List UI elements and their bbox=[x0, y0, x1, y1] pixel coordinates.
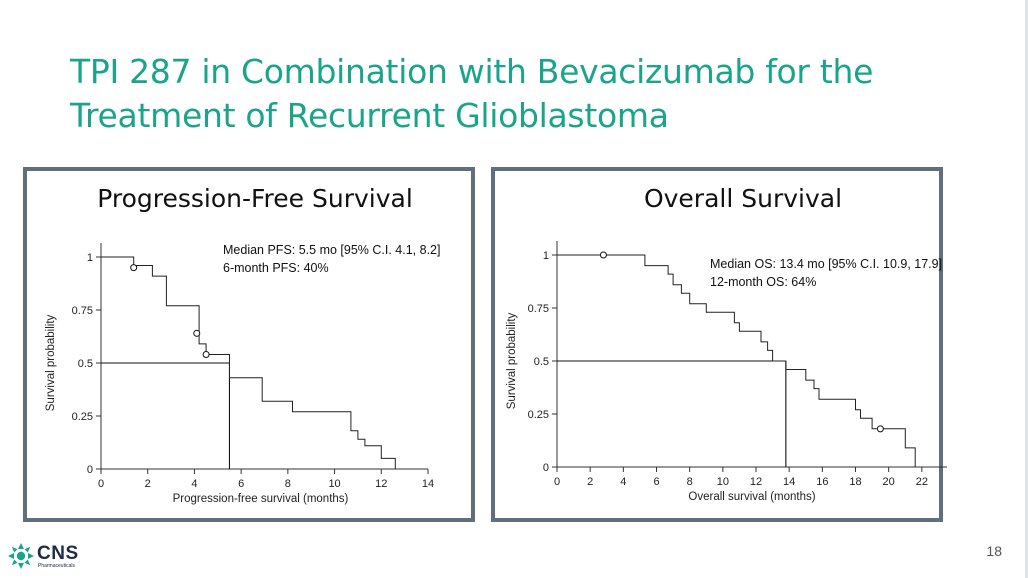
x-tick-label: 14 bbox=[783, 476, 795, 488]
chart-annotation: Median PFS: 5.5 mo [95% C.I. 4.1, 8.2] bbox=[223, 243, 440, 257]
km-step-curve bbox=[101, 256, 396, 469]
x-tick-label: 8 bbox=[687, 476, 693, 488]
x-tick-label: 8 bbox=[285, 478, 291, 490]
x-tick-label: 16 bbox=[816, 476, 828, 488]
logo-wordmark: CNS bbox=[37, 543, 79, 564]
y-tick-label: 0.75 bbox=[72, 305, 93, 317]
chart-title: Overall Survival bbox=[644, 184, 842, 213]
x-tick-label: 12 bbox=[750, 476, 762, 488]
y-tick-label: 0 bbox=[87, 464, 93, 476]
x-tick-label: 18 bbox=[849, 476, 861, 488]
slide-title: TPI 287 in Combination with Bevacizumab … bbox=[70, 50, 873, 138]
page-number: 18 bbox=[986, 543, 1002, 559]
censor-marker bbox=[876, 425, 884, 433]
pfs-chart: Progression-Free Survival 0 2 4 6 8 10 12 14 0 0.2… bbox=[45, 184, 440, 505]
y-tick-label: 0 bbox=[543, 462, 549, 474]
pfs-chart-panel: Progression-Free Survival 0 2 4 6 8 10 12 14 0 0.2… bbox=[23, 167, 475, 522]
y-axis-label: Survival probability bbox=[506, 312, 518, 409]
x-tick-label: 10 bbox=[717, 476, 729, 488]
chart-annotation: 6-month PFS: 40% bbox=[223, 261, 329, 275]
x-tick-label: 6 bbox=[653, 476, 659, 488]
x-tick-label: 14 bbox=[422, 478, 434, 490]
chart-title: Progression-Free Survival bbox=[97, 184, 413, 213]
x-tick-label: 10 bbox=[328, 478, 340, 490]
x-tick-label: 2 bbox=[145, 478, 151, 490]
y-tick-label: 1 bbox=[543, 250, 549, 262]
y-tick-label: 1 bbox=[87, 252, 93, 264]
x-axis-label: Overall survival (months) bbox=[688, 491, 815, 503]
os-chart-panel: Overall Survival02468101214161820222400.… bbox=[491, 167, 947, 522]
censor-marker bbox=[202, 351, 210, 359]
slide-title-line-1: TPI 287 in Combination with Bevacizumab … bbox=[70, 52, 874, 91]
x-tick-label: 22 bbox=[916, 476, 928, 488]
x-tick-label: 0 bbox=[554, 476, 560, 488]
censor-marker bbox=[193, 329, 201, 337]
km-step-curve bbox=[557, 254, 916, 467]
os-chart: Overall Survival02468101214161820222400.… bbox=[506, 184, 947, 503]
x-tick-label: 2 bbox=[587, 476, 593, 488]
x-tick-label: 4 bbox=[191, 478, 197, 490]
x-axis-label: Progression-free survival (months) bbox=[173, 493, 349, 505]
slide-title-line-2: Treatment of Recurrent Glioblastoma bbox=[70, 96, 669, 135]
x-tick-label: 6 bbox=[238, 478, 244, 490]
chart-annotation: Median OS: 13.4 mo [95% C.I. 10.9, 17.9] bbox=[710, 257, 942, 271]
cns-logo-icon bbox=[8, 543, 34, 569]
censor-marker bbox=[130, 264, 138, 272]
y-tick-label: 0.5 bbox=[78, 358, 93, 370]
censor-marker bbox=[599, 251, 607, 259]
y-tick-label: 0.75 bbox=[528, 303, 549, 315]
y-axis-label: Survival probability bbox=[45, 314, 57, 411]
x-tick-label: 4 bbox=[620, 476, 626, 488]
x-tick-label: 0 bbox=[98, 478, 104, 490]
y-tick-label: 0.25 bbox=[528, 409, 549, 421]
y-tick-label: 0.25 bbox=[72, 411, 93, 423]
slide-edge bbox=[1025, 0, 1028, 578]
x-tick-label: 12 bbox=[375, 478, 387, 490]
y-tick-label: 0.5 bbox=[534, 356, 549, 368]
x-tick-label: 20 bbox=[883, 476, 895, 488]
chart-annotation: 12-month OS: 64% bbox=[710, 275, 816, 289]
logo-subtitle: Pharmaceuticals bbox=[38, 563, 75, 569]
